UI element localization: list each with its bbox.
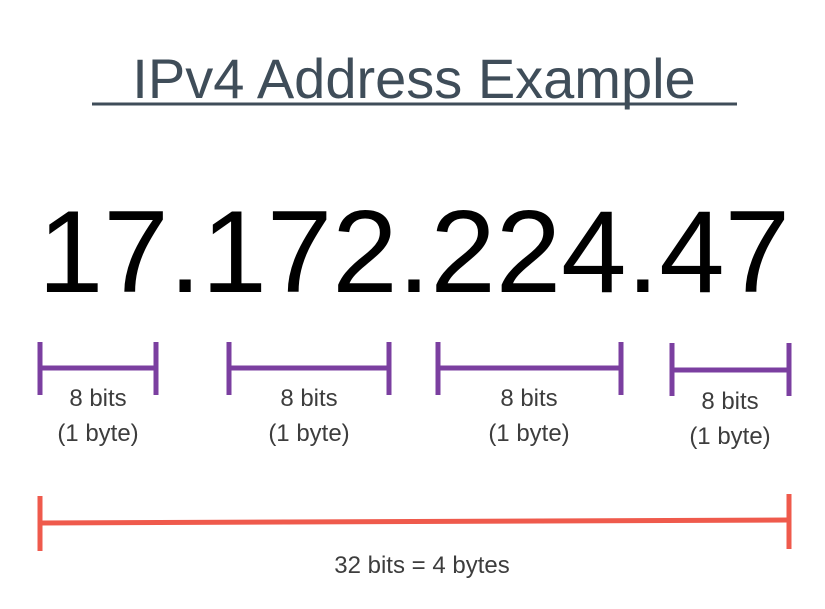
octet-bracket [435, 342, 624, 395]
octet-bracket [226, 342, 392, 395]
octet-bytes: (1 byte) [268, 420, 349, 447]
octet-bits: 8 bits [500, 385, 557, 412]
total-bracket [37, 494, 792, 551]
octet-bits: 8 bits [69, 385, 126, 412]
octet-bytes: (1 byte) [488, 420, 569, 447]
octet-bracket [37, 342, 159, 395]
total-label: 32 bits = 4 bytes [334, 552, 509, 579]
title: IPv4 Address Example [132, 47, 695, 110]
octet-bits: 8 bits [701, 388, 758, 415]
octet-bits: 8 bits [280, 385, 337, 412]
ip-address: 17.172.224.47 [38, 186, 790, 317]
octet-bytes: (1 byte) [57, 420, 138, 447]
octet-bracket [669, 343, 792, 396]
octet-bytes: (1 byte) [689, 423, 770, 450]
